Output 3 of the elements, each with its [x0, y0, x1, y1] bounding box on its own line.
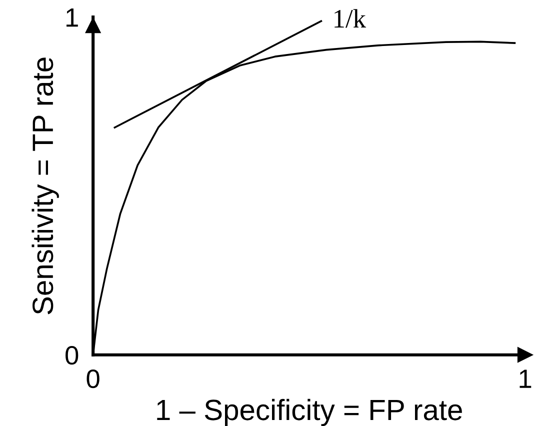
- annotation: 1/k: [334, 9, 366, 28]
- x-axis-title: 1 – Specificity = FP rate: [157, 398, 462, 426]
- y-axis-title: Sensitivity = TP rate: [32, 58, 59, 314]
